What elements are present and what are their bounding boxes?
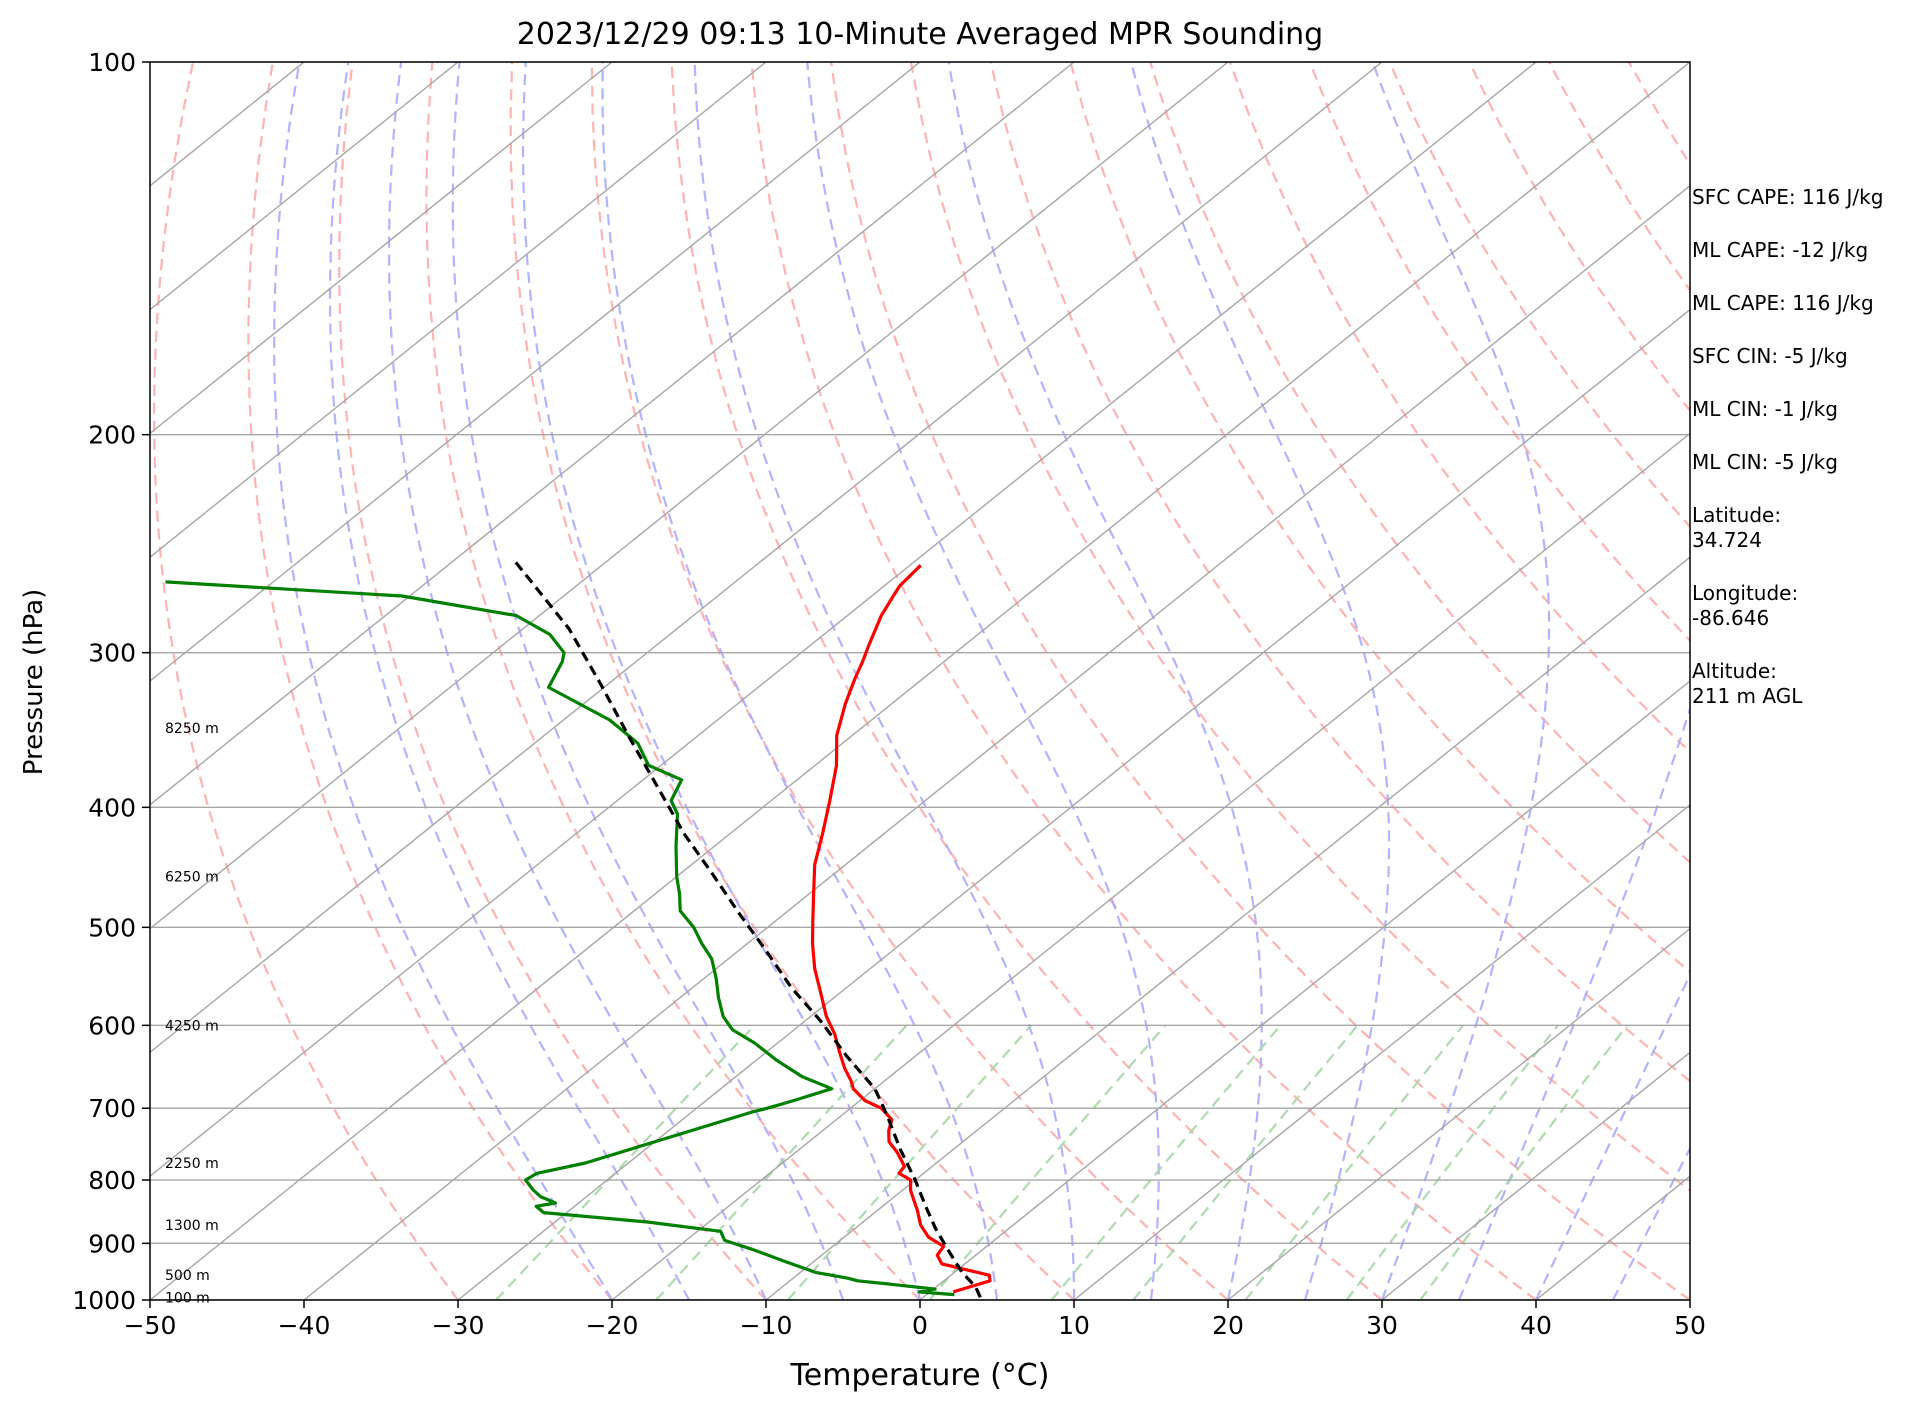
parcel-line <box>513 560 982 1298</box>
moist-adiabat <box>273 62 613 1300</box>
mixing-ratio-line <box>928 1024 1167 1300</box>
moist-adiabat <box>1130 62 1391 1300</box>
mixing-ratio-line <box>655 1024 908 1300</box>
altitude: Altitude: 211 m AGL <box>1692 659 1803 708</box>
ml-cin-2: ML CIN: -5 J/kg <box>1692 450 1838 474</box>
x-axis: −50 −40 −30 −20 −10 0 10 20 30 40 50 <box>124 1300 1706 1340</box>
x-tick-label: 10 <box>1058 1311 1090 1340</box>
dry-adiabat <box>152 62 459 1300</box>
isotherm <box>150 62 1537 1178</box>
isotherm <box>150 62 1229 930</box>
dry-adiabat <box>830 62 1690 1300</box>
moist-adiabat <box>1535 972 1690 1300</box>
height-labels: 8250 m 6250 m 4250 m 2250 m 1300 m 500 m 100 m <box>165 721 219 1306</box>
moist-adiabat <box>388 62 768 1300</box>
sfc-cin: SFC CIN: -5 J/kg <box>1692 344 1848 368</box>
x-tick-label: 0 <box>912 1311 928 1340</box>
dry-adiabat <box>909 62 1690 1192</box>
moist-adiabat <box>947 62 1263 1300</box>
isotherm <box>611 432 1690 1300</box>
y-tick-label: 700 <box>88 1094 136 1123</box>
x-axis-label: Temperature (°C) <box>790 1358 1050 1393</box>
isotherm <box>457 308 1690 1300</box>
mixing-ratio-line <box>1345 1024 1559 1300</box>
ml-cape-1: ML CAPE: -12 J/kg <box>1692 238 1869 262</box>
x-tick-label: 50 <box>1674 1311 1706 1340</box>
background-lines <box>150 62 1690 1300</box>
mixing-ratio-line <box>786 1024 1033 1300</box>
sfc-cape: SFC CAPE: 116 J/kg <box>1692 185 1884 209</box>
dry-adiabat <box>989 62 1690 1083</box>
isotherm <box>765 556 1690 1300</box>
y-tick-label: 900 <box>88 1229 136 1258</box>
dry-adiabat <box>1228 62 1690 754</box>
isotherm <box>150 62 613 435</box>
x-tick-label: 20 <box>1212 1311 1244 1340</box>
y-tick-label: 600 <box>88 1011 136 1040</box>
dewpoint-line <box>165 580 955 1297</box>
x-tick-label: −40 <box>278 1311 331 1340</box>
longitude: Longitude: -86.646 <box>1692 581 1799 630</box>
latitude: Latitude: 34.724 <box>1692 503 1782 552</box>
isotherm <box>919 680 1690 1300</box>
dry-adiabat <box>1149 62 1690 864</box>
x-tick-label: 40 <box>1520 1311 1552 1340</box>
y-axis-label: Pressure (hPa) <box>19 589 49 776</box>
isotherm <box>1227 927 1690 1300</box>
y-tick-label: 500 <box>88 913 136 942</box>
x-tick-label: −10 <box>740 1311 793 1340</box>
isotherm <box>150 62 459 311</box>
moist-adiabat <box>1612 1146 1690 1300</box>
y-tick-label: 300 <box>88 639 136 668</box>
dry-adiabat <box>1069 62 1690 974</box>
moist-adiabat <box>601 62 999 1300</box>
y-tick-label: 400 <box>88 793 136 822</box>
ml-cape-2: ML CAPE: 116 J/kg <box>1692 291 1874 315</box>
mixing-ratio-line <box>1050 1024 1282 1300</box>
isotherm <box>150 62 1690 1300</box>
height-label: 6250 m <box>165 870 219 886</box>
y-tick-label: 800 <box>88 1166 136 1195</box>
moist-adiabat <box>806 62 1160 1300</box>
isotherm <box>150 62 767 559</box>
moist-adiabat <box>1457 62 1690 1300</box>
isotherm <box>150 62 1075 806</box>
isotherm <box>1073 803 1690 1300</box>
series-lines <box>165 560 992 1298</box>
x-tick-label: −20 <box>586 1311 639 1340</box>
chart-title: 2023/12/29 09:13 10-Minute Averaged MPR … <box>517 17 1323 52</box>
moist-adiabat <box>451 62 845 1300</box>
y-axis: 100 200 300 400 500 600 700 800 900 1000 <box>72 48 150 1315</box>
y-tick-label: 1000 <box>72 1286 136 1315</box>
ml-cin-1: ML CIN: -1 J/kg <box>1692 397 1838 421</box>
moist-adiabat <box>522 62 922 1300</box>
isotherm <box>1381 1051 1690 1300</box>
height-label: 8250 m <box>165 721 219 737</box>
dry-adiabat <box>509 62 1075 1300</box>
dry-adiabat <box>425 62 921 1300</box>
y-tick-label: 100 <box>88 48 136 77</box>
sounding-info: SFC CAPE: 116 J/kg ML CAPE: -12 J/kg ML … <box>1692 185 1912 737</box>
temperature-line <box>810 564 992 1294</box>
x-tick-label: −30 <box>432 1311 485 1340</box>
height-label: 2250 m <box>165 1156 219 1172</box>
x-tick-label: −50 <box>124 1311 177 1340</box>
x-tick-label: 30 <box>1366 1311 1398 1340</box>
moist-adiabat <box>693 62 1076 1300</box>
moist-adiabat <box>328 62 690 1300</box>
y-tick-label: 200 <box>88 421 136 450</box>
height-label: 500 m <box>165 1268 210 1284</box>
mixing-ratio-line <box>495 1024 756 1300</box>
height-label: 1300 m <box>165 1218 219 1234</box>
dry-adiabat <box>670 62 1383 1300</box>
isotherm <box>150 62 1383 1054</box>
height-label: 100 m <box>165 1290 210 1306</box>
dry-adiabat <box>750 62 1537 1300</box>
dry-adiabat <box>338 62 767 1300</box>
height-label: 4250 m <box>165 1018 219 1034</box>
isotherm <box>303 184 1690 1300</box>
dry-adiabat <box>590 62 1229 1300</box>
isotherm <box>150 62 921 682</box>
